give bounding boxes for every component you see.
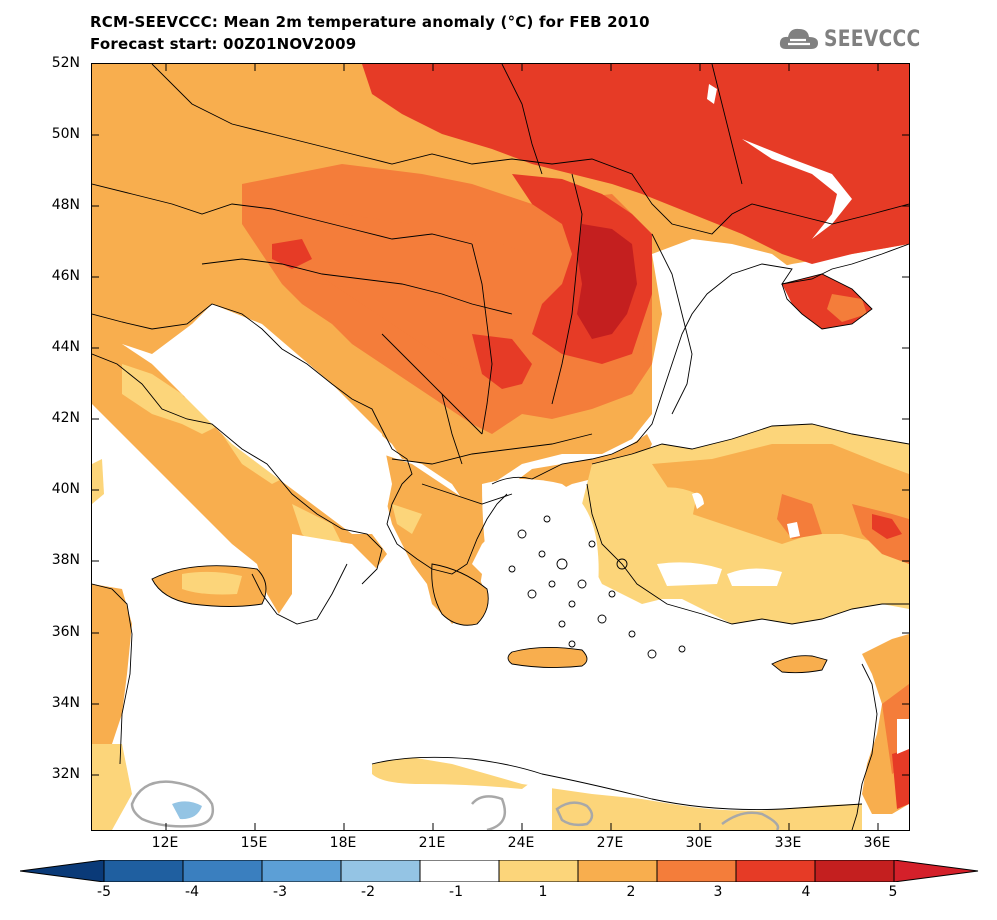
lat-label-50n: 50N	[51, 126, 80, 142]
lat-label-42n: 42N	[51, 410, 80, 426]
colorbar-label: 5	[888, 884, 898, 900]
colorbar-cell	[103, 860, 184, 882]
lon-label-12e: 12E	[151, 835, 179, 851]
forecast-start: Forecast start: 00Z01NOV2009	[90, 35, 357, 53]
lon-label-36e: 36E	[863, 835, 891, 851]
colorbar-label: 4	[801, 884, 811, 900]
lon-label-27e: 27E	[596, 835, 624, 851]
colorbar-label: 3	[713, 884, 723, 900]
lon-label-30e: 30E	[685, 835, 713, 851]
colorbar-cell	[656, 860, 737, 882]
aegean-islands	[508, 515, 686, 659]
colorbar	[20, 860, 979, 882]
lon-label-18e: 18E	[329, 835, 357, 851]
lon-label-15e: 15E	[240, 835, 268, 851]
colorbar-cell	[498, 860, 579, 882]
map-title: RCM-SEEVCCC: Mean 2m temperature anomaly…	[90, 13, 650, 31]
lat-label-32n: 32N	[51, 766, 80, 782]
lat-label-44n: 44N	[51, 339, 80, 355]
logo-text: SEEVCCC	[824, 26, 921, 52]
colorbar-label: -3	[273, 884, 287, 900]
axis-ticks	[92, 64, 909, 830]
colorbar-cell	[261, 860, 342, 882]
colorbar-label: -1	[449, 884, 463, 900]
colorbar-cell	[814, 860, 895, 882]
anomaly-fill-layer	[92, 64, 909, 830]
cloud-logo-icon	[779, 28, 818, 49]
lat-label-40n: 40N	[51, 481, 80, 497]
zero-contours	[130, 780, 780, 830]
colorbar-label: -4	[185, 884, 199, 900]
borders-and-coastlines	[92, 64, 909, 830]
colorbar-label: 1	[538, 884, 548, 900]
colorbar-cell	[340, 860, 421, 882]
lat-label-38n: 38N	[51, 552, 80, 568]
seevccc-logo: SEEVCCC	[778, 25, 937, 53]
colorbar-cell	[577, 860, 658, 882]
colorbar-cell	[182, 860, 263, 882]
lat-label-34n: 34N	[51, 695, 80, 711]
anomaly-map	[92, 64, 909, 830]
lon-label-33e: 33E	[774, 835, 802, 851]
colorbar-label: 2	[626, 884, 636, 900]
colorbar-high-arrow	[893, 860, 979, 882]
lat-label-52n: 52N	[51, 55, 80, 71]
map-panel	[91, 63, 910, 831]
lon-label-24e: 24E	[507, 835, 535, 851]
colorbar-cell	[419, 860, 500, 882]
colorbar-label: -5	[97, 884, 111, 900]
lon-label-21e: 21E	[418, 835, 446, 851]
lat-label-48n: 48N	[51, 197, 80, 213]
lat-label-46n: 46N	[51, 268, 80, 284]
colorbar-label: -2	[361, 884, 375, 900]
colorbar-low-arrow	[20, 860, 105, 882]
lat-label-36n: 36N	[51, 624, 80, 640]
colorbar-cell	[735, 860, 816, 882]
